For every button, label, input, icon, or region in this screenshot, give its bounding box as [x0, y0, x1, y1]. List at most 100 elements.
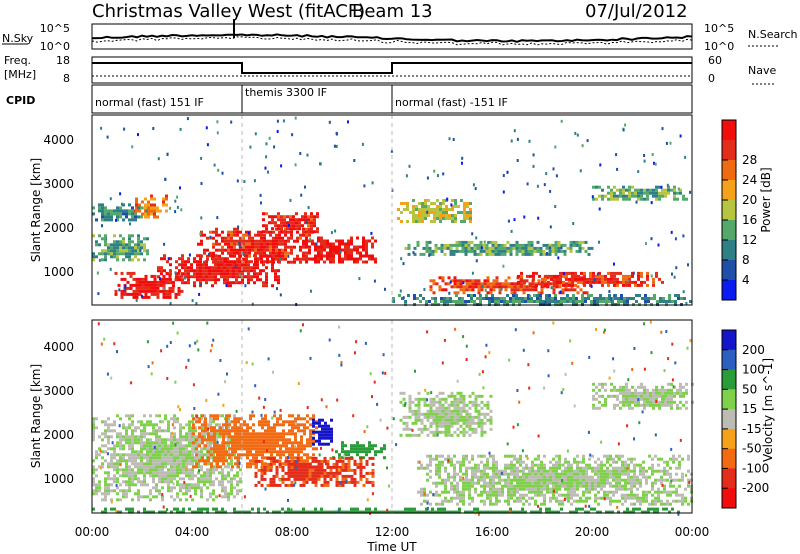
heatmap-cell — [356, 260, 359, 264]
heatmap-cell — [402, 296, 405, 300]
heatmap-cell — [471, 282, 475, 286]
heatmap-cell — [383, 444, 386, 448]
heatmap-cell — [147, 295, 151, 299]
heatmap-cell — [637, 191, 640, 195]
heatmap-cell — [527, 246, 531, 250]
heatmap-cell — [480, 394, 484, 398]
heatmap-cell — [466, 217, 469, 220]
heatmap-cell — [522, 496, 525, 500]
heatmap-cell — [224, 239, 227, 243]
heatmap-cell — [254, 251, 257, 255]
heatmap-cell — [231, 447, 234, 451]
heatmap-cell — [152, 465, 155, 469]
heatmap-cell — [122, 435, 125, 439]
heatmap-cell — [339, 250, 342, 254]
heatmap-cell — [132, 277, 136, 281]
heatmap-cell — [655, 191, 658, 195]
heatmap-cell — [371, 480, 375, 484]
heatmap-cell — [176, 420, 179, 424]
heatmap-cell — [143, 423, 146, 427]
heatmap-cell — [516, 490, 519, 494]
heatmap-cell — [150, 286, 154, 290]
heatmap-cell — [424, 217, 427, 220]
heatmap-cell — [273, 435, 276, 439]
heatmap-cell — [546, 478, 549, 482]
heatmap-cell — [299, 152, 302, 155]
heatmap-cell — [271, 284, 274, 288]
heatmap-cell — [233, 254, 236, 258]
heatmap-cell — [113, 465, 116, 469]
noise-panel: 10^5 10^0 10^5 10^0 N.Sky N.Search — [2, 20, 798, 53]
heatmap-cell — [122, 423, 125, 427]
heatmap-cell — [139, 248, 142, 252]
heatmap-cell — [277, 215, 280, 219]
heatmap-cell — [137, 453, 140, 457]
heatmap-cell — [137, 206, 140, 210]
heatmap-cell — [200, 492, 203, 496]
heatmap-cell — [92, 483, 95, 487]
heatmap-cell — [120, 271, 124, 275]
heatmap-cell — [658, 277, 661, 281]
heatmap-cell — [480, 288, 484, 292]
heatmap-cell — [613, 197, 616, 201]
heatmap-cell — [302, 474, 306, 478]
heatmap-cell — [104, 480, 107, 484]
heatmap-cell — [251, 242, 254, 246]
heatmap-cell — [284, 242, 287, 246]
heatmap-cell — [434, 300, 437, 303]
heatmap-cell — [92, 489, 95, 493]
heatmap-cell — [448, 217, 451, 220]
heatmap-cell — [454, 214, 457, 217]
heatmap-cell — [158, 456, 161, 460]
heatmap-cell — [566, 297, 569, 300]
heatmap-cell — [277, 281, 280, 285]
heatmap-cell — [161, 465, 164, 469]
heatmap-cell — [104, 432, 107, 436]
heatmap-cell — [143, 444, 146, 448]
heatmap-cell — [254, 260, 257, 264]
heatmap-cell — [495, 490, 498, 494]
heatmap-cell — [513, 493, 516, 497]
heatmap-cell — [341, 477, 345, 481]
heatmap-cell — [269, 251, 272, 255]
heatmap-cell — [646, 194, 649, 198]
heatmap-cell — [294, 447, 297, 451]
heatmap-cell — [426, 409, 430, 413]
heatmap-cell — [255, 438, 258, 442]
heatmap-cell — [480, 424, 484, 428]
heatmap-cell — [479, 297, 482, 300]
heatmap-cell — [206, 453, 209, 457]
heatmap-cell — [320, 236, 323, 240]
heatmap-cell — [316, 230, 319, 234]
heatmap-cell — [563, 252, 567, 256]
heatmap-cell — [449, 297, 452, 300]
heatmap-cell — [260, 459, 264, 463]
heatmap-cell — [160, 269, 163, 273]
heatmap-cell — [128, 453, 131, 457]
heatmap-cell — [256, 275, 259, 279]
heatmap-cell — [471, 400, 475, 404]
heatmap-cell — [226, 281, 229, 285]
heatmap-cell — [462, 460, 465, 464]
heatmap-cell — [530, 246, 534, 250]
heatmap-cell — [522, 481, 525, 485]
heatmap-cell — [309, 438, 312, 442]
heatmap-cell — [465, 424, 469, 428]
heatmap-cell — [305, 257, 308, 261]
heatmap-cell — [95, 453, 98, 457]
heatmap-cell — [477, 421, 481, 425]
heatmap-cell — [534, 490, 537, 494]
heatmap-cell — [241, 272, 244, 276]
heatmap-cell — [456, 279, 460, 283]
heatmap-cell — [562, 274, 565, 278]
heatmap-cell — [628, 191, 631, 195]
heatmap-cell — [347, 468, 351, 472]
heatmap-cell — [134, 426, 137, 430]
heatmap-cell — [122, 447, 125, 451]
heatmap-cell — [525, 285, 529, 289]
heatmap-cell — [122, 237, 125, 241]
heatmap-cell — [214, 275, 217, 279]
heatmap-cell — [543, 475, 546, 479]
heatmap-cell — [573, 487, 576, 491]
heatmap-cell — [177, 289, 181, 293]
